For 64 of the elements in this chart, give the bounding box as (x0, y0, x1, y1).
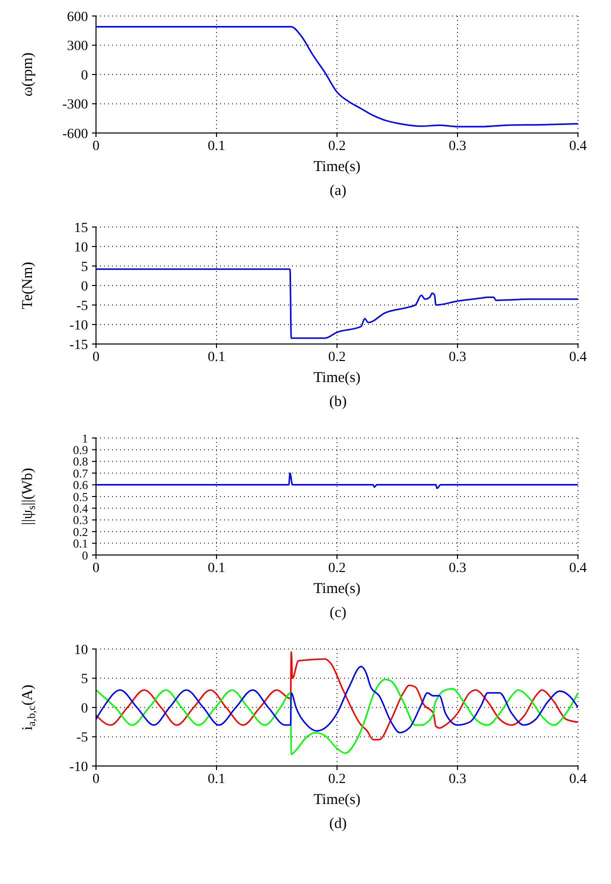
line-series (96, 26, 578, 128)
line-series (96, 651, 578, 740)
y-tick-label: 0 (81, 68, 88, 84)
x-tick-label: 0.3 (448, 138, 466, 154)
y-tick-label: 0.5 (73, 490, 88, 504)
line-series (96, 666, 578, 734)
y-tick-label: -10 (69, 318, 88, 334)
y-tick-label: 0 (82, 548, 88, 562)
y-tick-label: -15 (69, 338, 88, 353)
line-series (96, 678, 578, 756)
text: (b) (328, 394, 348, 412)
x-tick-label: 0.1 (208, 350, 226, 365)
y-tick-label: -5 (76, 298, 88, 314)
y-tick-label: 300 (67, 39, 88, 54)
x-tick-label: 0.4 (569, 772, 587, 787)
x-tick-label: 0.1 (208, 560, 226, 576)
y-tick-label: 600 (67, 10, 88, 25)
line-series (96, 472, 578, 490)
x-tick-label: 0 (92, 772, 100, 787)
y-tick-label: 10 (74, 240, 88, 256)
x-tick-label: 0.3 (448, 350, 466, 365)
y-tick-label: 0 (81, 279, 88, 294)
y-tick-label: 1 (82, 431, 88, 446)
x-tick-label: 0.3 (448, 772, 466, 787)
y-tick-label: 5 (81, 260, 88, 275)
y-tick-label: 0.4 (73, 501, 88, 516)
x-axis-title: Time(s) (314, 159, 360, 175)
y-tick-label: 5 (81, 672, 88, 688)
text: (d) (328, 816, 348, 834)
y-tick-label: 0.7 (73, 466, 88, 480)
y-axis-title: ω(rpm) (20, 52, 36, 97)
x-tick-label: 0.2 (328, 138, 346, 154)
x-tick-label: 0.4 (569, 138, 587, 154)
x-tick-label: 0.2 (328, 772, 346, 787)
y-tick-label: 0.9 (73, 442, 88, 457)
text: (c) (328, 605, 348, 623)
y-tick-label: 0.8 (73, 454, 88, 469)
x-tick-label: 0.4 (569, 560, 587, 576)
y-tick-label: -10 (69, 760, 88, 775)
x-tick-label: 0 (92, 560, 100, 576)
x-tick-label: 0 (92, 350, 100, 365)
x-tick-label: 0.2 (328, 560, 346, 576)
line-series (96, 268, 578, 339)
x-tick-label: 0.2 (328, 350, 346, 365)
x-tick-label: 0.1 (208, 138, 226, 154)
y-tick-label: 0.1 (73, 536, 88, 551)
y-tick-label: 0.6 (73, 478, 88, 492)
y-tick-label: 0 (81, 701, 88, 716)
x-tick-label: 0.3 (448, 560, 466, 576)
y-tick-label: -5 (76, 730, 88, 746)
y-tick-label: -600 (62, 126, 88, 142)
x-tick-label: 0 (92, 138, 100, 154)
x-tick-label: 0.1 (208, 772, 226, 787)
y-tick-label: 0.2 (73, 524, 88, 539)
y-axis-title: Te(Nm) (20, 262, 36, 310)
x-axis-title: Time(s) (314, 581, 360, 597)
x-axis-title: Time(s) (314, 370, 360, 386)
y-tick-label: 15 (74, 220, 88, 236)
text: (a) (328, 183, 348, 201)
x-tick-label: 0.4 (569, 350, 587, 365)
x-axis-title: Time(s) (314, 792, 360, 808)
y-tick-label: 10 (74, 642, 88, 658)
y-tick-label: 0.3 (73, 513, 88, 528)
y-tick-label: -300 (62, 98, 88, 113)
